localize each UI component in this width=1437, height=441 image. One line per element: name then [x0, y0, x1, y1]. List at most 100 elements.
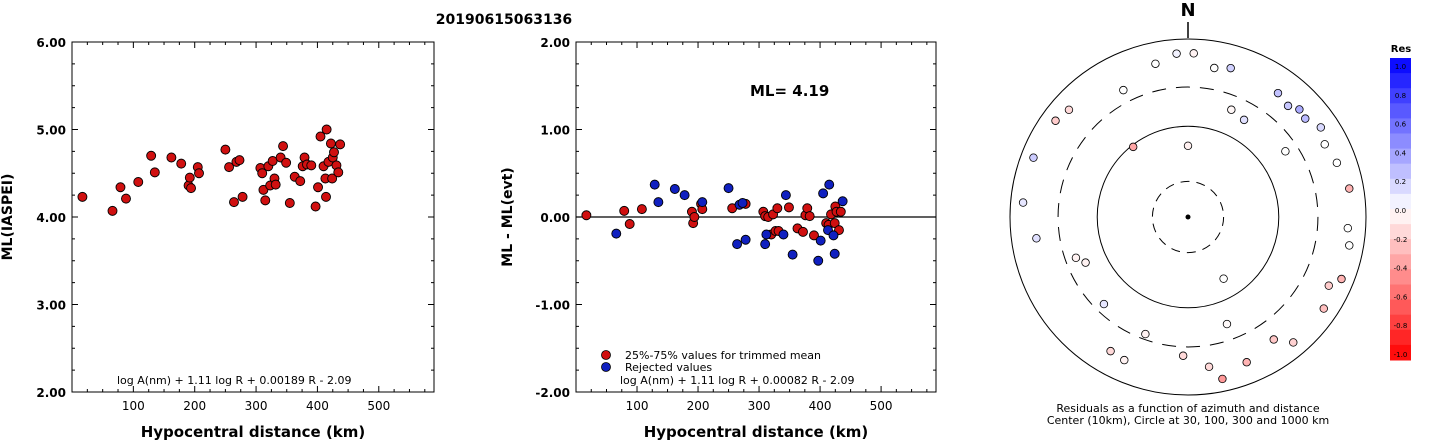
station-marker [1119, 85, 1128, 95]
data-point [176, 158, 187, 169]
station-marker [1289, 338, 1298, 347]
residual-vs-distance-chart: 100 200 300 400 500 -2.00 -1.00 0.00 1.00 2.00 ML… [500, 36, 937, 441]
caption-line-2: Center (10km), Circle at 30, 100, 300 an… [1047, 414, 1329, 427]
trimmed-point [809, 230, 819, 241]
formula-text: log A(nm) + 1.11 log R + 0.00082 R - 2.0… [620, 374, 854, 387]
colorbar-tick-label: -0.6 [1394, 293, 1408, 301]
center-point [1185, 214, 1191, 220]
station-marker [1018, 198, 1028, 207]
plot-frame [71, 41, 435, 393]
rejected-point [818, 188, 829, 199]
station-marker [1222, 319, 1232, 329]
rejected-point [740, 234, 751, 245]
data-point [284, 198, 295, 208]
station-marker [1189, 49, 1198, 58]
station-marker [1141, 329, 1150, 339]
station-marker [1178, 351, 1188, 360]
magnitude-vs-distance-chart: 100 200 300 400 500 2.00 3.00 4.00 5.00 6.00 ML(I… [0, 36, 435, 441]
y-tick-label: 3.00 [36, 299, 66, 313]
y-tick-label: 6.00 [36, 36, 66, 50]
station-marker [1172, 49, 1181, 58]
data-point [186, 183, 196, 194]
station-marker [1281, 147, 1290, 156]
rejected-point [611, 228, 622, 239]
station-marker [1242, 358, 1251, 367]
colorbar-cell [1390, 254, 1411, 270]
data-point [257, 168, 268, 179]
colorbar-cell [1390, 133, 1411, 150]
station-marker [1151, 59, 1160, 68]
x-tick-label: 300 [748, 399, 771, 413]
rejected-point [813, 255, 824, 266]
distance-circle-30km [1151, 180, 1225, 254]
station-marker [1324, 281, 1333, 290]
trimmed-point [804, 211, 815, 222]
y-tick-label: -1.00 [535, 299, 570, 313]
colorbar-tick-label: -1.0 [1394, 351, 1408, 359]
rejected-point [723, 183, 734, 194]
trimmed-point [689, 212, 700, 222]
station-marker [1337, 274, 1346, 284]
data-point [295, 176, 306, 187]
station-marker [1071, 253, 1081, 262]
rejected-point [669, 184, 680, 194]
colorbar-cell [1390, 239, 1411, 255]
colorbar-title: Res [1391, 44, 1411, 55]
legend: 25%-75% values for trimmed mean Rejected… [601, 349, 821, 374]
y-tick-label: 2.00 [36, 386, 66, 400]
legend-marker-rejected [601, 362, 611, 372]
data-point [321, 124, 332, 135]
distance-circle-1000km [1009, 38, 1367, 396]
data-point [321, 191, 331, 202]
station-marker [1227, 105, 1236, 114]
colorbar-cell [1390, 284, 1411, 301]
rejected-point [649, 179, 660, 190]
x-tick-label: 400 [809, 399, 832, 413]
station-marker [1345, 184, 1354, 193]
x-tick-label: 200 [183, 399, 206, 413]
data-point [115, 182, 126, 193]
x-axis-label: Hypocentral distance (km) [644, 423, 869, 441]
colorbar-cell [1390, 314, 1411, 331]
x-tick-label: 200 [687, 399, 710, 413]
distance-circle-100km [1096, 125, 1280, 309]
station-marker [1273, 88, 1283, 98]
station-marker [1064, 105, 1074, 115]
station-marker [1269, 335, 1278, 344]
colorbar-cell [1390, 118, 1411, 134]
rejected-point [780, 190, 791, 201]
data-point [229, 197, 239, 208]
rejected-point [732, 239, 743, 250]
x-tick-label: 300 [245, 399, 268, 413]
data-point [260, 195, 271, 206]
data-point [234, 155, 245, 166]
data-point [281, 157, 292, 168]
data-point [121, 193, 131, 204]
legend-marker-trimmed [601, 350, 611, 360]
rejected-point [837, 196, 848, 207]
data-point [146, 150, 157, 161]
colorbar-tick-label: 0.4 [1395, 149, 1407, 157]
rejected-point [761, 229, 772, 240]
colorbar-tick-label: -0.2 [1394, 236, 1408, 244]
colorbar-cell [1390, 329, 1411, 346]
station-marker [1343, 223, 1353, 233]
station-marker [1283, 101, 1293, 111]
colorbar-tick-label: 0.2 [1395, 178, 1406, 186]
trimmed-point [581, 210, 592, 221]
data-point [220, 144, 231, 155]
y-tick-label: 2.00 [540, 36, 570, 50]
station-marker [1218, 374, 1227, 384]
station-marker [1106, 346, 1115, 356]
station-marker [1226, 63, 1235, 73]
colorbar-cell [1390, 73, 1411, 89]
data-point [224, 162, 235, 173]
y-axis-label: ML - ML(evt) [500, 167, 516, 266]
x-tick-label: 500 [367, 399, 390, 413]
station-marker [1332, 158, 1342, 168]
colorbar-cell [1390, 148, 1411, 165]
rejected-point [737, 198, 748, 208]
station-marker [1210, 63, 1219, 73]
colorbar-tick-label: -0.8 [1394, 322, 1408, 330]
station-marker [1081, 258, 1090, 267]
